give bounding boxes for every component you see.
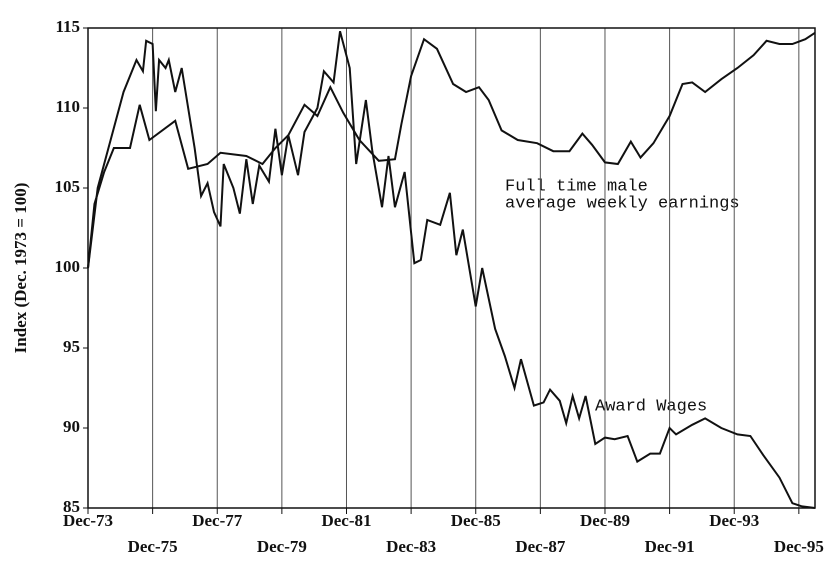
x-tick-label: Dec-95 — [774, 537, 824, 556]
y-tick-label: 85 — [63, 497, 80, 516]
y-tick-label: 105 — [55, 177, 81, 196]
data-line — [87, 31, 816, 269]
y-axis-label: Index (Dec. 1973 = 100) — [11, 183, 30, 354]
x-tick-label: Dec-93 — [709, 511, 759, 530]
x-tick-label: Dec-89 — [580, 511, 630, 530]
x-tick-label: Dec-77 — [192, 511, 243, 530]
x-tick-label: Dec-85 — [451, 511, 501, 530]
x-tick-label: Dec-91 — [645, 537, 695, 556]
y-tick-label: 115 — [55, 17, 80, 36]
annotation: Award Wages — [595, 397, 707, 416]
x-tick-label: Dec-83 — [386, 537, 436, 556]
y-tick-label: 90 — [63, 417, 80, 436]
x-tick-label: Dec-75 — [128, 537, 178, 556]
data-line — [87, 30, 816, 509]
x-tick-label: Dec-87 — [515, 537, 566, 556]
x-tick-label: Dec-73 — [63, 511, 113, 530]
y-tick-label: 100 — [55, 257, 81, 276]
annotation: average weekly earnings — [505, 194, 740, 213]
y-tick-label: 95 — [63, 337, 80, 356]
y-tick-label: 110 — [55, 97, 80, 116]
x-tick-label: Dec-79 — [257, 537, 307, 556]
plot-frame — [87, 27, 816, 509]
x-tick-label: Dec-81 — [321, 511, 371, 530]
